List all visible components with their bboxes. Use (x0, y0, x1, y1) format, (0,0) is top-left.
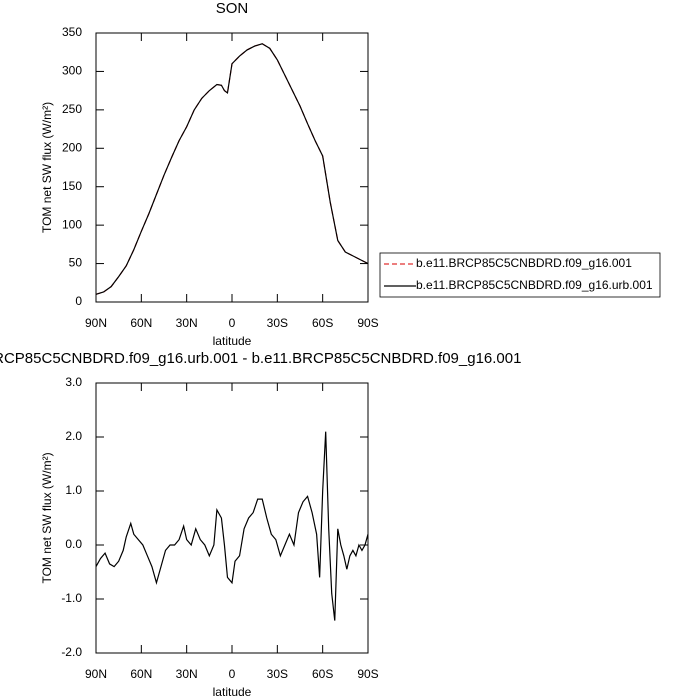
y-tick-label: 2.0 (65, 429, 82, 443)
y-tick-label: 3.0 (65, 375, 82, 389)
y-tick-label: -2.0 (61, 645, 82, 659)
x-tick-label: 60S (312, 316, 333, 330)
series-line (95, 43, 369, 295)
chart-title: SON (216, 0, 249, 17)
x-tick-label: 90S (357, 316, 378, 330)
x-tick-label: 60N (130, 667, 152, 681)
x-tick-label: 0 (229, 667, 236, 681)
y-tick-label: 50 (69, 256, 83, 270)
series-line (95, 43, 369, 295)
x-tick-label: 90N (85, 316, 107, 330)
x-tick-label: 90N (85, 667, 107, 681)
y-axis-label: TOM net SW flux (W/m²) (40, 452, 54, 583)
legend-box (379, 252, 661, 298)
y-tick-label: 300 (62, 64, 82, 78)
y-axis-label: TOM net SW flux (W/m²) (40, 102, 54, 233)
x-tick-label: 30S (267, 316, 288, 330)
x-axis-label: latitude (213, 685, 252, 699)
chart-title: b.e11.BRCP85C5CNBDRD.f09_g16.urb.001 - b… (0, 350, 521, 367)
x-tick-label: 60S (312, 667, 333, 681)
plot-frame (95, 32, 369, 303)
y-tick-label: 200 (62, 140, 82, 154)
legend-label: b.e11.BRCP85C5CNBDRD.f09_g16.001 (416, 256, 632, 270)
series-line (95, 431, 369, 621)
y-tick-label: 0.0 (65, 537, 82, 551)
y-tick-label: 100 (62, 217, 82, 231)
x-axis-label: latitude (213, 334, 252, 348)
y-tick-label: 350 (62, 25, 82, 39)
x-tick-label: 30N (176, 316, 198, 330)
legend-label: b.e11.BRCP85C5CNBDRD.f09_g16.urb.001 (416, 278, 653, 292)
x-tick-label: 30S (267, 667, 288, 681)
y-tick-label: 1.0 (65, 483, 82, 497)
y-tick-label: 0 (75, 294, 82, 308)
x-tick-label: 0 (229, 316, 236, 330)
y-tick-label: -1.0 (61, 591, 82, 605)
x-tick-label: 90S (357, 667, 378, 681)
y-tick-label: 150 (62, 179, 82, 193)
x-tick-label: 60N (130, 316, 152, 330)
plot-frame (95, 382, 369, 654)
y-tick-label: 250 (62, 102, 82, 116)
x-tick-label: 30N (176, 667, 198, 681)
